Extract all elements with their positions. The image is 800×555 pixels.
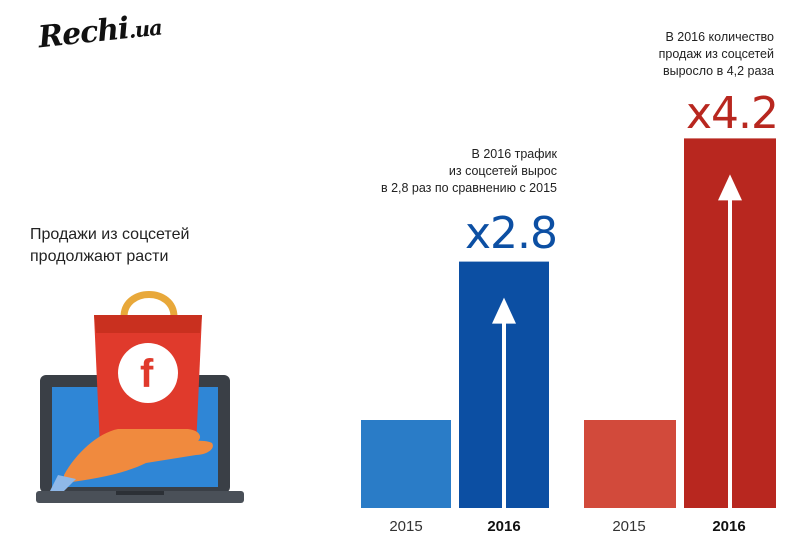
hand xyxy=(64,429,213,483)
facebook-icon: f xyxy=(140,352,154,396)
note-line: выросло в 4,2 раза xyxy=(662,64,774,78)
traffic-tick-2015: 2015 xyxy=(389,518,423,535)
headline-line-2: продолжают расти xyxy=(30,248,169,265)
sales-tick-2015: 2015 xyxy=(612,518,646,535)
traffic-tick-2016: 2016 xyxy=(487,518,521,535)
note-line: В 2016 трафик xyxy=(471,147,557,161)
sales-multiplier: x4.2 xyxy=(685,88,779,139)
laptop-base xyxy=(36,491,244,503)
facebook-circle xyxy=(118,343,178,403)
traffic-growth-arrow-head xyxy=(492,297,516,324)
traffic-bar-2015 xyxy=(361,420,451,508)
note-line: в 2,8 раз по сравнению с 2015 xyxy=(380,181,557,195)
headline-line-1: Продажи из соцсетей xyxy=(30,226,190,243)
note-line: продаж из соцсетей xyxy=(658,47,774,61)
note-line: из соцсетей вырос xyxy=(448,164,557,178)
laptop-shopping-bag-facebook-icon: f xyxy=(36,291,244,503)
sales-bar-2015 xyxy=(584,420,676,508)
traffic-note: В 2016 трафик из соцсетей вырос в 2,8 ра… xyxy=(297,146,557,197)
traffic-multiplier: x2.8 xyxy=(464,208,558,259)
bag-handle xyxy=(120,291,178,318)
note-line: В 2016 количество xyxy=(665,30,774,44)
sleeve xyxy=(50,475,76,491)
sales-tick-2016: 2016 xyxy=(712,518,746,535)
sales-growth-arrow-head xyxy=(718,174,742,201)
sales-note: В 2016 количество продаж из соцсетей выр… xyxy=(514,29,774,80)
headline: Продажи из соцсетей продолжают расти xyxy=(30,224,290,268)
